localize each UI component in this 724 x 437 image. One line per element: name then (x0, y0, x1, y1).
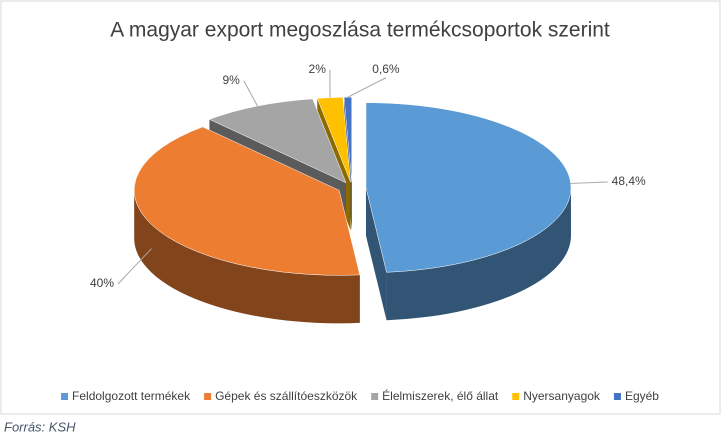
slice (133, 126, 361, 324)
slice-top (133, 126, 361, 276)
source-note: Forrás: KSH (4, 419, 76, 434)
legend-label: Nyersanyagok (523, 389, 601, 403)
leader-line (347, 77, 387, 98)
legend-swatch (371, 393, 379, 400)
legend-swatch (512, 393, 520, 400)
chart-title: A magyar export megoszlása termékcsoport… (110, 19, 610, 42)
slice-side (386, 187, 571, 321)
slice-top (365, 102, 572, 273)
leader-line (243, 80, 258, 107)
legend-swatch (61, 393, 69, 400)
slice-side (134, 190, 360, 324)
slice-wall (365, 187, 387, 321)
legend: Feldolgozott termékek Gépek és szállítóes… (61, 388, 659, 403)
legend-label: Egyéb (625, 389, 659, 403)
leader-line (570, 181, 608, 184)
leader-line (117, 248, 152, 285)
data-label: 9% (222, 73, 240, 87)
data-label: 2% (309, 62, 327, 76)
legend-swatch (204, 393, 212, 400)
data-label: 40% (90, 276, 114, 290)
chart-frame (0, 0, 721, 415)
legend-label: Feldolgozott termékek (72, 389, 191, 403)
data-label: 0,6% (372, 62, 400, 76)
legend-label: Gépek és szállítóeszközök (215, 389, 358, 403)
legend-label: Élelmiszerek, élő állat (382, 388, 499, 403)
legend-swatch (613, 393, 621, 400)
slice (365, 102, 572, 321)
data-label: 48,4% (612, 174, 646, 188)
